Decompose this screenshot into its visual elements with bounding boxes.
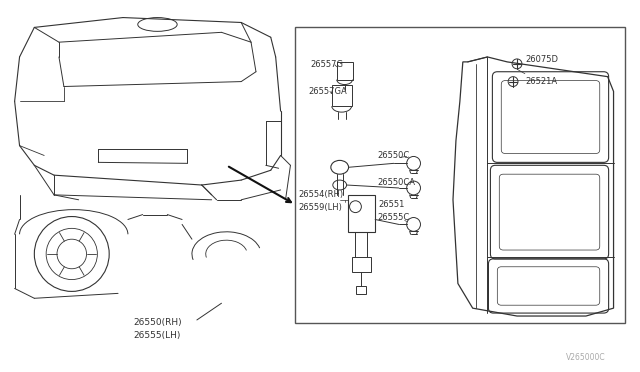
Bar (356, 286, 366, 294)
Bar (332, 84, 351, 106)
Text: 26559(LH): 26559(LH) (298, 203, 342, 212)
Text: 26551: 26551 (378, 200, 404, 209)
Bar (337, 62, 353, 80)
Text: 26550CA: 26550CA (377, 177, 415, 187)
Text: 26075D: 26075D (525, 55, 558, 64)
Text: 26555(LH): 26555(LH) (134, 331, 181, 340)
Text: 26550C: 26550C (377, 151, 410, 160)
Text: 26521A: 26521A (525, 77, 557, 86)
Text: 26557GA: 26557GA (308, 87, 347, 96)
Bar (351, 257, 371, 272)
Text: V265000C: V265000C (566, 353, 605, 362)
Text: 26557G: 26557G (310, 60, 343, 69)
Bar (348, 195, 375, 232)
Text: 26555C: 26555C (377, 213, 410, 222)
Text: 26554(RH): 26554(RH) (298, 190, 344, 199)
Text: 26550(RH): 26550(RH) (133, 318, 182, 327)
Bar (296, 28, 625, 323)
